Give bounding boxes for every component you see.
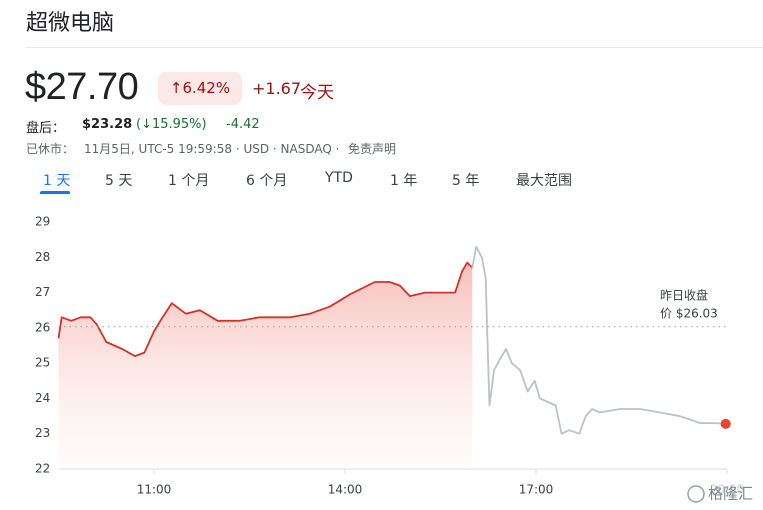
price: $27.70 [25,66,139,108]
y-tick-label: 29 [35,215,50,229]
range-tab[interactable]: 1 天 [43,173,71,189]
previous-close-label: 价 $26.03 [660,307,718,321]
y-tick-label: 23 [35,426,50,440]
range-tab[interactable]: 1 年 [390,173,418,189]
period: 今天 [300,83,334,103]
y-tick-label: 25 [35,356,50,370]
range-tab[interactable]: 5 年 [452,173,480,189]
x-tick-label: 14:00 [328,483,363,497]
range-tab[interactable]: YTD [325,170,353,186]
y-tick-label: 22 [35,462,50,476]
range-tab[interactable]: 1 个月 [168,173,210,189]
end-marker [720,418,731,429]
previous-close-label: 昨日收盘 [660,288,708,303]
x-tick-label: 17:00 [519,483,554,497]
y-tick-label: 28 [35,250,50,264]
change: +1.67 [252,79,302,98]
after-hours-change: -4.42 [226,117,260,132]
y-tick-label: 26 [35,320,50,334]
x-tick-label: 11:00 [137,483,172,497]
area-fill [58,262,473,469]
status-label: 已休市： [26,142,75,156]
after-hours-label: 盘后： [26,121,66,136]
watermark: 格隆汇 [708,485,753,503]
range-tab[interactable]: 6 个月 [246,173,288,189]
disclaimer-link[interactable]: 免责声明 [348,142,397,156]
after-hours-pct: (↓15.95%) [136,117,207,132]
y-tick-label: 27 [35,285,50,299]
watermark-icon [687,485,705,503]
after-hours-price: $23.28 [82,117,133,132]
stock-title: 超微电脑 [26,11,115,36]
y-tick-label: 24 [35,391,50,405]
range-tab[interactable]: 最大范围 [516,173,572,189]
tab-underline [40,191,70,194]
range-tab[interactable]: 5 天 [105,173,133,189]
status-detail: 11月5日, UTC-5 19:59:58 · USD · NASDAQ · [84,142,340,156]
divider [26,47,763,48]
price-line [471,245,726,435]
change-badge: ↑6.42% [158,72,242,105]
